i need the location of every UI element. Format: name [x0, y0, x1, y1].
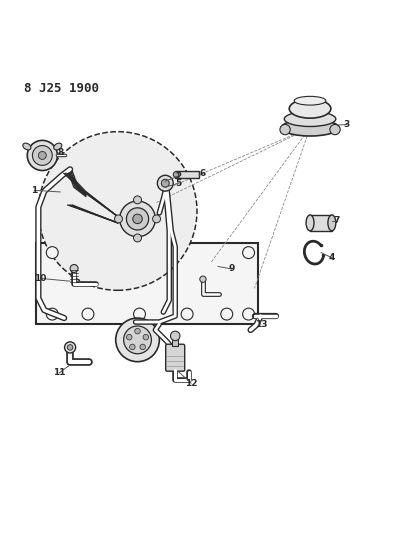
FancyBboxPatch shape [166, 344, 185, 371]
Circle shape [280, 124, 290, 135]
Ellipse shape [54, 143, 62, 150]
Circle shape [134, 196, 142, 204]
Bar [36, 243, 258, 324]
Circle shape [38, 151, 46, 159]
Text: 9: 9 [228, 264, 235, 273]
Circle shape [82, 308, 94, 320]
Circle shape [152, 215, 160, 223]
Circle shape [330, 124, 340, 135]
Circle shape [70, 264, 78, 272]
Ellipse shape [281, 119, 339, 136]
Ellipse shape [306, 215, 314, 231]
Circle shape [157, 175, 173, 191]
Circle shape [115, 215, 123, 223]
Circle shape [173, 172, 179, 177]
Text: 1: 1 [31, 186, 37, 195]
Ellipse shape [23, 143, 31, 150]
Circle shape [46, 308, 58, 320]
Circle shape [120, 201, 155, 237]
Circle shape [127, 334, 132, 340]
Circle shape [134, 308, 145, 320]
Circle shape [124, 326, 151, 354]
Ellipse shape [328, 215, 336, 231]
Circle shape [46, 247, 58, 259]
Circle shape [170, 331, 180, 341]
Circle shape [200, 276, 206, 282]
Circle shape [181, 308, 193, 320]
Circle shape [243, 247, 255, 259]
Circle shape [116, 318, 159, 362]
Circle shape [38, 132, 197, 290]
Text: 7: 7 [334, 216, 340, 225]
Circle shape [140, 344, 145, 350]
Text: 11: 11 [53, 368, 66, 377]
Circle shape [221, 308, 233, 320]
Ellipse shape [284, 111, 336, 126]
Text: 8: 8 [58, 148, 64, 157]
Text: 10: 10 [34, 274, 47, 283]
Circle shape [143, 334, 148, 340]
Text: 8 J25 1900: 8 J25 1900 [25, 82, 100, 95]
Circle shape [32, 146, 52, 165]
Text: 12: 12 [185, 378, 197, 387]
Text: 2: 2 [175, 172, 181, 181]
Text: 13: 13 [255, 319, 267, 328]
Circle shape [130, 344, 135, 350]
Text: 6: 6 [200, 169, 206, 178]
Circle shape [243, 308, 255, 320]
Circle shape [135, 328, 140, 334]
Bar [310, 215, 332, 231]
Circle shape [133, 214, 142, 224]
Circle shape [161, 179, 169, 187]
Ellipse shape [294, 96, 326, 105]
Text: 5: 5 [175, 179, 181, 188]
Text: 4: 4 [329, 253, 335, 262]
Circle shape [64, 342, 76, 353]
Circle shape [134, 234, 142, 242]
Ellipse shape [289, 99, 331, 118]
Circle shape [67, 345, 73, 350]
Circle shape [27, 140, 57, 171]
Circle shape [127, 208, 148, 230]
Text: 3: 3 [343, 120, 350, 129]
Bar [175, 171, 199, 178]
Bar [172, 338, 178, 346]
